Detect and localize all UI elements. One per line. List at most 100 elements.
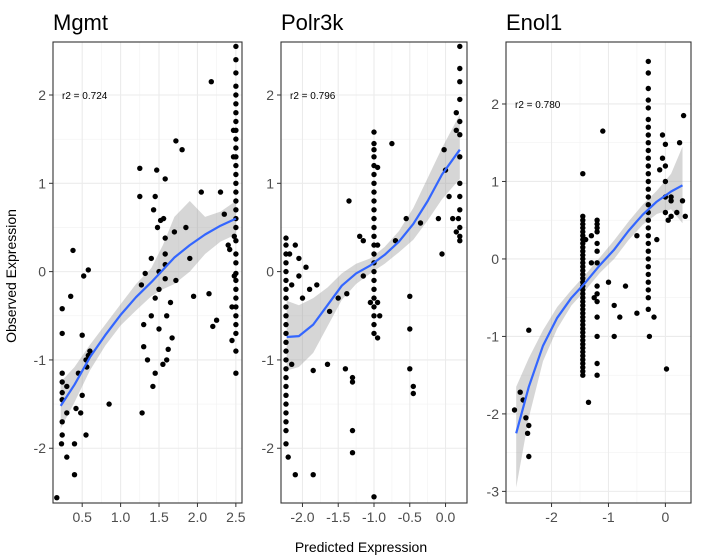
data-point <box>141 344 147 350</box>
data-point <box>233 57 239 63</box>
data-point <box>580 267 586 274</box>
data-point <box>371 295 377 301</box>
data-point <box>81 273 87 279</box>
data-point <box>439 251 445 257</box>
data-point <box>283 339 289 345</box>
data-point <box>371 233 377 239</box>
x-tick-label: -2 <box>545 509 558 525</box>
data-point <box>580 302 586 309</box>
data-point <box>233 189 239 195</box>
data-point <box>233 304 239 310</box>
data-point <box>233 43 239 50</box>
data-point <box>580 326 586 332</box>
data-point <box>371 198 377 204</box>
data-point <box>371 129 377 135</box>
data-point <box>283 348 289 354</box>
data-point <box>580 372 586 378</box>
data-point <box>457 43 463 50</box>
data-point <box>617 314 623 320</box>
data-point <box>450 215 456 222</box>
data-point <box>152 193 158 200</box>
data-point <box>645 256 651 262</box>
x-tick-label: 2.0 <box>188 509 208 525</box>
data-point <box>580 233 586 239</box>
data-point <box>233 348 239 354</box>
y-tick-label: -3 <box>487 483 500 499</box>
data-point <box>594 298 600 305</box>
data-point <box>622 283 629 289</box>
data-point <box>580 264 586 270</box>
data-point <box>371 313 377 319</box>
data-point <box>583 236 589 243</box>
data-point <box>580 360 586 367</box>
y-tick-label: 0 <box>491 251 499 267</box>
x-tick-label: -2.0 <box>290 509 314 525</box>
data-point <box>580 314 586 320</box>
data-point <box>674 209 680 216</box>
data-point <box>645 264 651 270</box>
data-point <box>344 291 350 297</box>
data-point <box>457 154 463 160</box>
data-point <box>233 370 239 376</box>
data-point <box>417 220 424 226</box>
data-point <box>283 286 289 292</box>
y-tick-label: -2 <box>487 406 500 422</box>
data-point <box>407 293 413 299</box>
data-point <box>233 162 239 169</box>
data-point <box>165 346 171 352</box>
panel-title: Polr3k <box>281 10 344 35</box>
data-point <box>233 330 239 337</box>
data-point <box>233 83 239 89</box>
data-point <box>349 374 356 381</box>
data-point <box>594 314 600 320</box>
data-point <box>190 293 197 299</box>
data-point <box>645 70 651 76</box>
data-point <box>283 427 289 434</box>
data-point <box>374 242 381 248</box>
data-point <box>310 367 316 374</box>
data-point <box>371 224 377 231</box>
data-point <box>87 348 93 354</box>
data-point <box>106 401 112 407</box>
data-point <box>283 383 289 390</box>
data-point <box>594 283 600 289</box>
data-point <box>668 198 674 204</box>
data-point <box>594 240 600 247</box>
data-point <box>233 198 239 204</box>
data-point <box>371 286 377 292</box>
data-point <box>457 96 463 103</box>
data-point <box>524 430 531 436</box>
data-point <box>148 255 154 262</box>
data-point <box>374 164 381 171</box>
data-point <box>71 472 78 478</box>
data-point <box>150 383 156 390</box>
data-point <box>162 176 168 182</box>
data-point <box>137 165 143 171</box>
y-tick-label: 1 <box>38 175 46 191</box>
data-point <box>283 441 289 447</box>
data-point <box>138 282 145 288</box>
data-point <box>403 215 409 222</box>
data-point <box>233 207 239 213</box>
data-point <box>229 337 235 344</box>
data-point <box>580 329 586 336</box>
data-point <box>580 298 586 305</box>
panel-border <box>505 41 692 504</box>
data-point <box>233 295 239 301</box>
x-tick-label: -1.0 <box>362 509 386 525</box>
data-point <box>360 273 366 279</box>
panel-title: Mgmt <box>53 10 108 35</box>
confidence-band <box>286 114 460 371</box>
data-point <box>59 389 65 396</box>
y-tick-label: 2 <box>266 87 274 103</box>
data-point <box>286 251 293 257</box>
data-point <box>611 333 617 340</box>
data-point <box>162 235 168 241</box>
data-point <box>198 189 204 195</box>
x-tick-label: 2.5 <box>226 509 246 525</box>
y-tick-label: 2 <box>38 87 46 103</box>
data-point <box>371 140 377 147</box>
data-point <box>679 198 686 204</box>
data-point <box>283 260 289 266</box>
